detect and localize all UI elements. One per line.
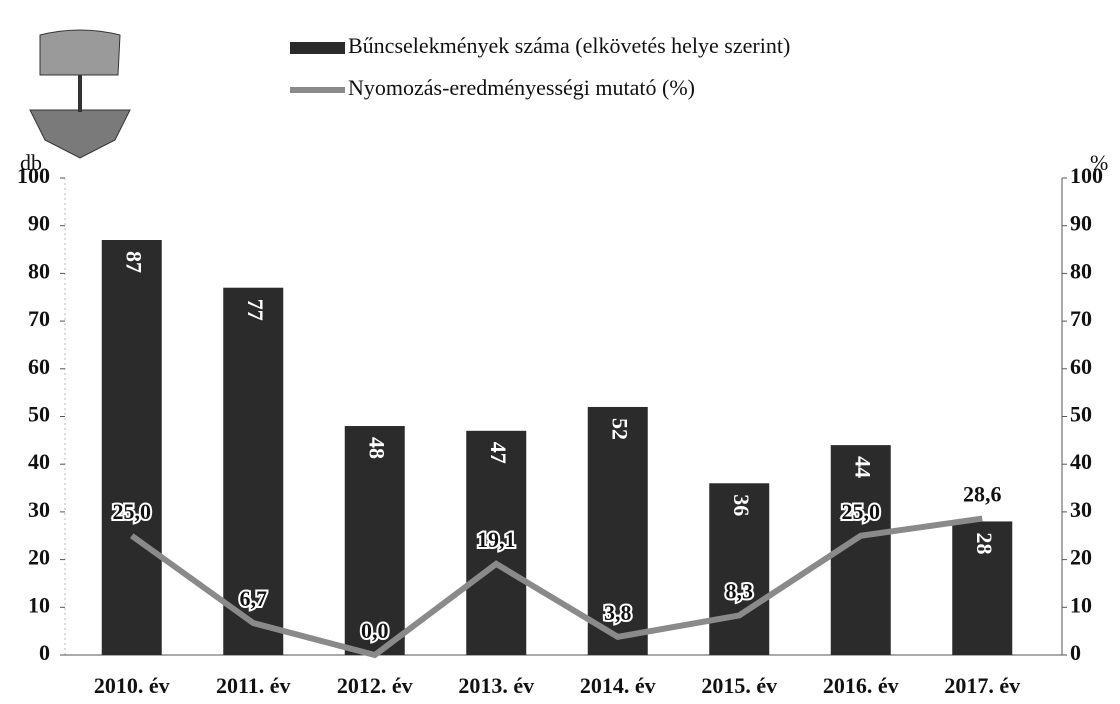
- bar-label: 52: [608, 418, 633, 440]
- x-tick-label: 2013. év: [458, 673, 534, 698]
- line-label: 3,8: [604, 600, 632, 625]
- y2-tick-label: 100: [1070, 163, 1103, 188]
- y2-tick-label: 60: [1070, 354, 1092, 379]
- y-tick-label: 80: [28, 258, 50, 283]
- x-tick-label: 2015. év: [701, 673, 777, 698]
- y2-tick-label: 20: [1070, 545, 1092, 570]
- y2-tick-label: 30: [1070, 497, 1092, 522]
- x-tick-label: 2011. év: [216, 673, 291, 698]
- y-tick-label: 10: [28, 592, 50, 617]
- bar-label: 44: [851, 456, 876, 478]
- bar-label: 87: [122, 251, 147, 273]
- y-tick-label: 20: [28, 545, 50, 570]
- x-tick-label: 2010. év: [94, 673, 170, 698]
- line-label: 0,0: [361, 618, 389, 643]
- y-tick-label: 30: [28, 497, 50, 522]
- bar: [102, 240, 162, 655]
- legend-label: Bűncselekmények száma (elkövetés helye s…: [348, 33, 790, 58]
- line-label: 25,0: [113, 499, 152, 524]
- bar-label: 47: [486, 442, 511, 464]
- y2-tick-label: 10: [1070, 592, 1092, 617]
- bar-label: 48: [365, 437, 390, 459]
- line-label: 6,7: [240, 586, 268, 611]
- logo: [30, 30, 130, 158]
- y-tick-label: 60: [28, 354, 50, 379]
- bar-label: 36: [729, 494, 754, 516]
- line-label: 25,0: [842, 499, 881, 524]
- line-label: 19,1: [477, 527, 516, 552]
- y2-tick-label: 50: [1070, 402, 1092, 427]
- y2-tick-label: 0: [1070, 640, 1081, 665]
- y2-tick-label: 70: [1070, 306, 1092, 331]
- y2-tick-label: 80: [1070, 258, 1092, 283]
- line-label: 28,6: [963, 482, 1002, 507]
- y-tick-label: 70: [28, 306, 50, 331]
- chart: db % 01020304050607080901000102030405060…: [0, 0, 1120, 704]
- line-label: 8,3: [726, 578, 754, 603]
- y2-tick-label: 40: [1070, 449, 1092, 474]
- y-tick-label: 40: [28, 449, 50, 474]
- legend-swatch: [290, 42, 345, 54]
- x-tick-label: 2014. év: [580, 673, 656, 698]
- bar-label: 28: [972, 532, 997, 554]
- y2-tick-label: 90: [1070, 211, 1092, 236]
- y-tick-label: 50: [28, 402, 50, 427]
- bar-label: 77: [243, 299, 268, 321]
- x-tick-label: 2016. év: [823, 673, 899, 698]
- x-tick-label: 2017. év: [944, 673, 1020, 698]
- y-tick-label: 0: [39, 640, 50, 665]
- legend-label: Nyomozás-eredményességi mutató (%): [348, 75, 695, 100]
- x-tick-label: 2012. év: [337, 673, 413, 698]
- y-tick-label: 90: [28, 211, 50, 236]
- y-tick-label: 100: [17, 163, 50, 188]
